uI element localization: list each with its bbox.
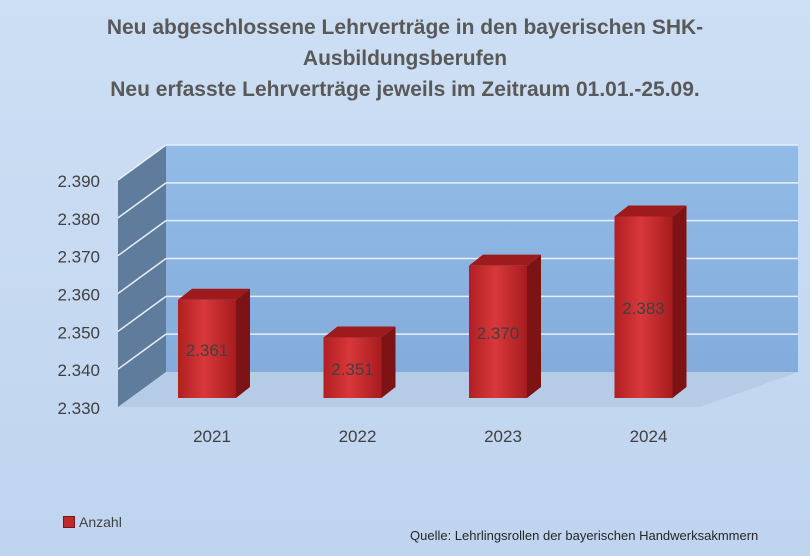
y-tick-label: 2.380 [57, 210, 100, 229]
y-tick-label: 2.330 [57, 399, 100, 418]
chart-title-line-3: Neu erfasste Lehrverträge jeweils im Zei… [110, 78, 700, 101]
y-tick-label: 2.340 [57, 361, 100, 380]
bar-value-label: 2.370 [477, 324, 520, 343]
y-tick-label: 2.370 [57, 248, 100, 267]
legend-label: Anzahl [79, 514, 122, 530]
bar-side [527, 254, 541, 398]
side-gridline [117, 333, 167, 370]
bar-side [672, 205, 687, 398]
legend-swatch [63, 516, 75, 528]
chart-title-line-1: Neu abgeschlossene Lehrverträge in den b… [106, 16, 704, 39]
bar-top [469, 254, 541, 266]
x-tick-label: 2021 [193, 427, 231, 446]
side-gridline [117, 257, 167, 295]
bar [614, 216, 673, 398]
chart-title: Neu abgeschlossene Lehrverträge in den b… [0, 12, 810, 105]
legend: Anzahl [63, 514, 122, 530]
side-gridline [117, 182, 167, 219]
x-tick-label: 2023 [484, 427, 522, 446]
bar [469, 265, 527, 398]
x-tick-label: 2024 [630, 427, 668, 446]
bar [178, 299, 236, 398]
bar-side [381, 326, 396, 398]
bar-side [236, 288, 250, 398]
bar-value-label: 2.383 [622, 299, 665, 318]
bar-value-label: 2.361 [186, 341, 229, 360]
side-gridline [117, 144, 167, 181]
side-gridline [117, 295, 167, 332]
bar-top [614, 205, 687, 217]
y-tick-label: 2.390 [57, 172, 100, 191]
source-note: Quelle: Lehrlingsrollen der bayerischen … [410, 528, 759, 543]
x-tick-label: 2022 [339, 427, 377, 446]
bar-top [323, 326, 396, 338]
chart-title-line-2: Ausbildungsberufen [302, 47, 508, 70]
bar [323, 337, 382, 398]
side-gridline [117, 220, 167, 257]
bar-value-label: 2.351 [331, 360, 374, 379]
y-tick-label: 2.350 [57, 323, 100, 342]
y-tick-label: 2.360 [57, 286, 100, 305]
bar-top [178, 288, 250, 300]
